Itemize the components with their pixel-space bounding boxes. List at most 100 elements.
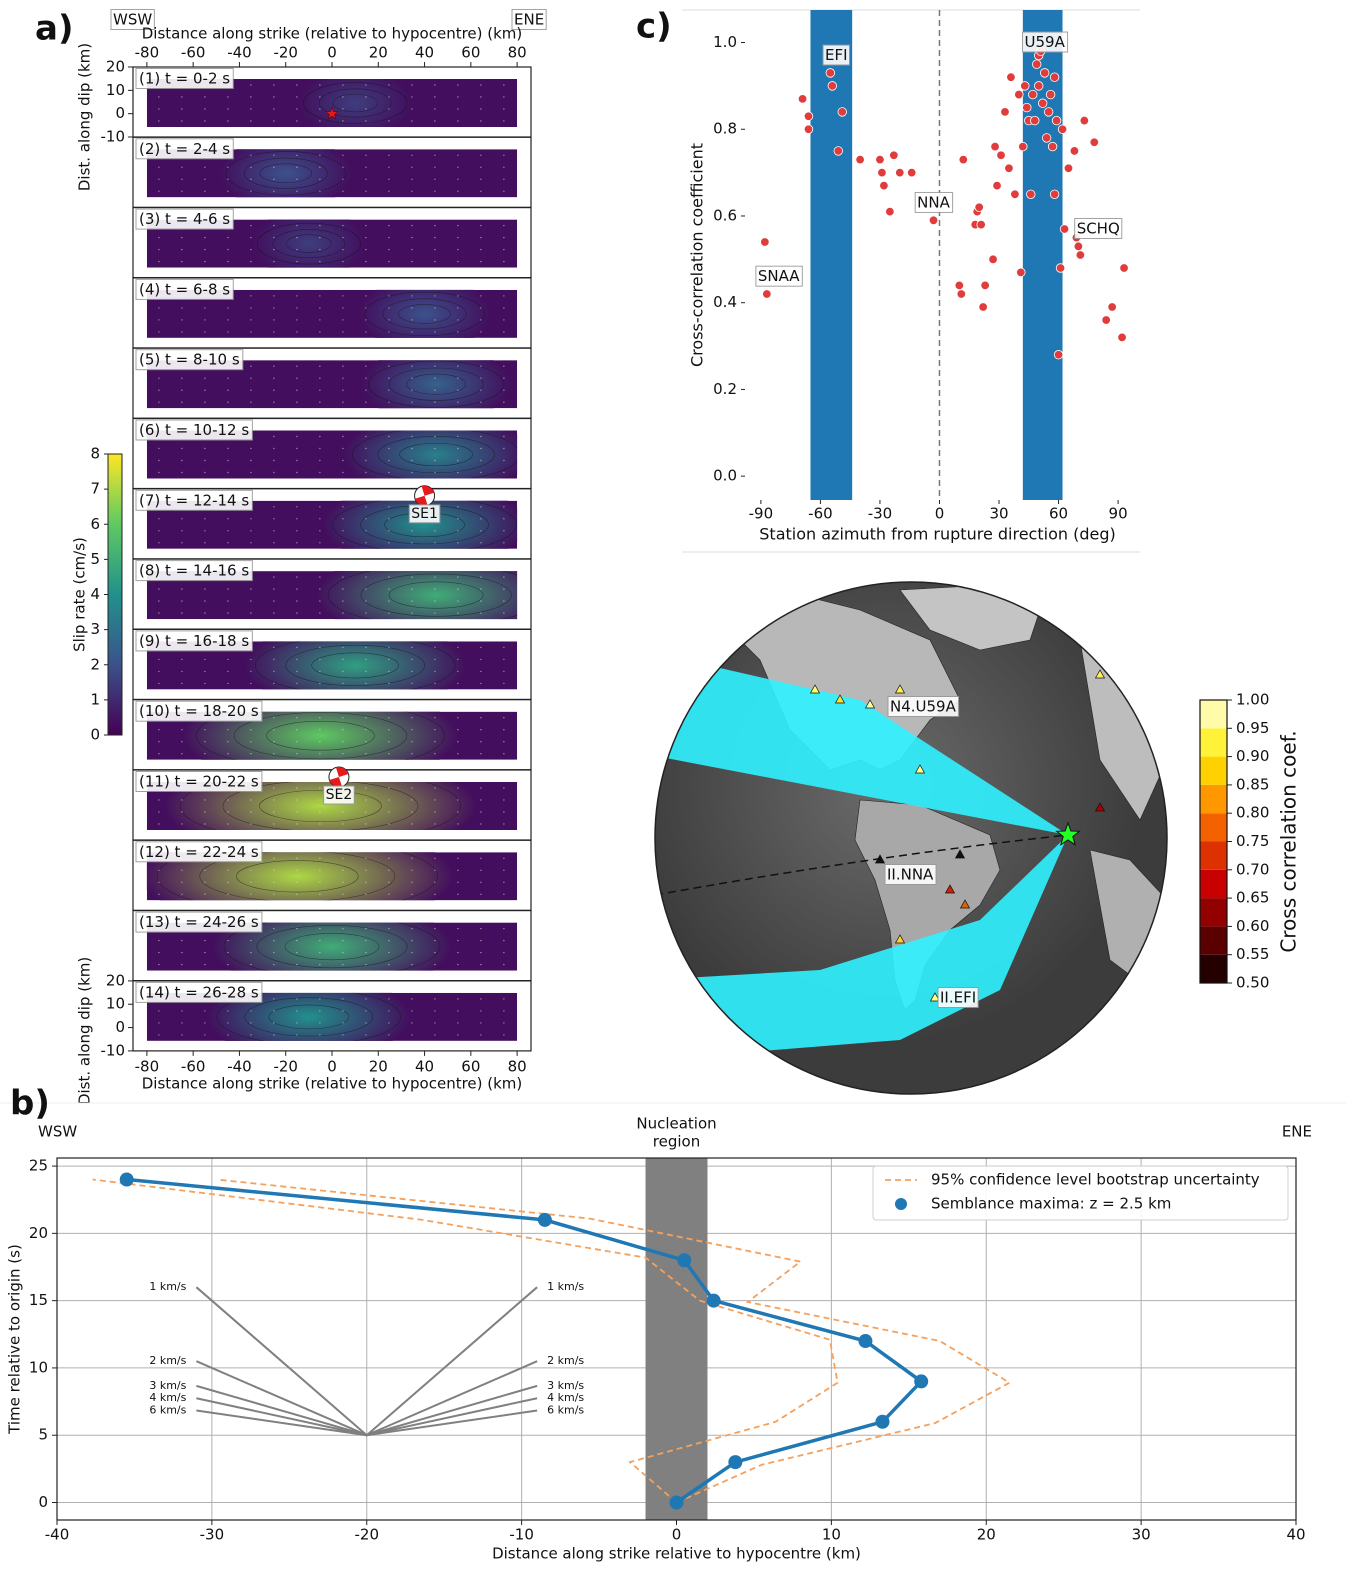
slip-rate-peak	[182, 711, 459, 760]
grid-node	[457, 1022, 459, 1024]
label-box	[135, 771, 263, 792]
grid-node	[411, 459, 413, 462]
contour	[235, 860, 359, 893]
label-box	[110, 9, 155, 30]
grid-node	[503, 823, 505, 825]
grid-node	[434, 295, 436, 297]
grid-node	[480, 154, 482, 156]
grid-node	[388, 670, 390, 673]
grid-node	[273, 998, 275, 1000]
grid-node	[273, 612, 275, 614]
grid-node	[388, 542, 390, 544]
grid-node	[480, 307, 482, 309]
grid-node	[457, 447, 459, 450]
grid-node	[480, 377, 482, 379]
grid-node	[480, 729, 482, 731]
grid-node	[296, 260, 298, 263]
grid-node	[457, 893, 459, 895]
grid-node	[480, 753, 482, 755]
slip-rate-peak	[146, 852, 454, 901]
grid-node	[434, 120, 436, 122]
grid-node	[457, 518, 459, 520]
grid-node	[480, 530, 482, 532]
grid-node	[158, 1010, 160, 1012]
grid-node	[480, 658, 482, 661]
grid-node	[388, 295, 390, 297]
grid-node	[227, 166, 229, 168]
grid-node	[296, 447, 298, 450]
grid-node	[250, 1010, 252, 1012]
station-point	[1043, 107, 1054, 117]
grid-node	[273, 178, 275, 180]
grid-node	[388, 682, 390, 685]
station-point	[762, 289, 772, 299]
grid-node	[457, 717, 459, 719]
grid-node	[250, 799, 252, 801]
grid-node	[204, 542, 206, 544]
grid-node	[296, 939, 298, 942]
grid-node	[158, 377, 160, 379]
grid-node	[365, 963, 367, 966]
grid-node	[227, 753, 229, 755]
grid-node	[250, 1022, 252, 1024]
grid-node	[342, 319, 344, 321]
grid-node	[181, 307, 183, 309]
x-tick-label: 80	[508, 1057, 527, 1075]
grid-node	[227, 588, 229, 590]
legend-swatch	[895, 1198, 907, 1210]
grid-node	[411, 365, 413, 367]
grid-node	[273, 881, 275, 883]
grid-node	[296, 857, 298, 859]
nucleation-label: region	[653, 1133, 700, 1151]
grid-node	[480, 447, 482, 450]
grid-node	[434, 576, 436, 578]
grid-node	[296, 576, 298, 578]
grid-node	[411, 998, 413, 1000]
grid-node	[227, 260, 229, 263]
panel-label: (1) t = 0-2 s	[139, 70, 230, 88]
panel-label: (11) t = 20-22 s	[139, 773, 259, 791]
grid-node	[411, 108, 413, 110]
grid-node	[250, 670, 252, 673]
grid-node	[181, 236, 183, 239]
grid-node	[457, 542, 459, 544]
contour	[223, 922, 441, 971]
grid-node	[503, 178, 505, 180]
grid-node	[434, 893, 436, 895]
grid-node	[503, 576, 505, 578]
grid-node	[457, 857, 459, 859]
grid-node	[411, 658, 413, 661]
x-tick-label: 0	[327, 1057, 337, 1075]
velocity-label: 4 km/s	[547, 1391, 584, 1404]
rupture-line	[655, 834, 1069, 896]
grid-node	[227, 236, 229, 239]
colorbar-tick-label: 1.00	[1236, 691, 1269, 709]
grid-node	[365, 459, 367, 462]
grid-node	[503, 108, 505, 110]
grid-node	[434, 154, 436, 156]
grid-node	[250, 530, 252, 532]
grid-node	[319, 682, 321, 685]
grid-node	[273, 319, 275, 321]
grid-node	[296, 295, 298, 297]
panel-label: (13) t = 24-26 s	[139, 913, 259, 931]
grid-node	[319, 236, 321, 239]
station-point	[827, 81, 838, 91]
grid-node	[411, 331, 413, 333]
grid-node	[388, 881, 390, 883]
grid-node	[227, 459, 229, 462]
grid-node	[296, 612, 298, 614]
grid-node	[158, 588, 160, 590]
grid-node	[365, 939, 367, 942]
grid-node	[181, 893, 183, 895]
y-tick-label: 0.6	[713, 206, 737, 224]
station-point	[1119, 263, 1129, 273]
grid-node	[365, 178, 367, 180]
grid-node	[273, 377, 275, 379]
colorbar-tick-label: 0.55	[1236, 945, 1269, 963]
grid-node	[342, 154, 344, 156]
legend-box	[872, 1165, 1289, 1221]
grid-node	[250, 365, 252, 367]
station-point	[1101, 315, 1111, 325]
grid-node	[411, 389, 413, 391]
